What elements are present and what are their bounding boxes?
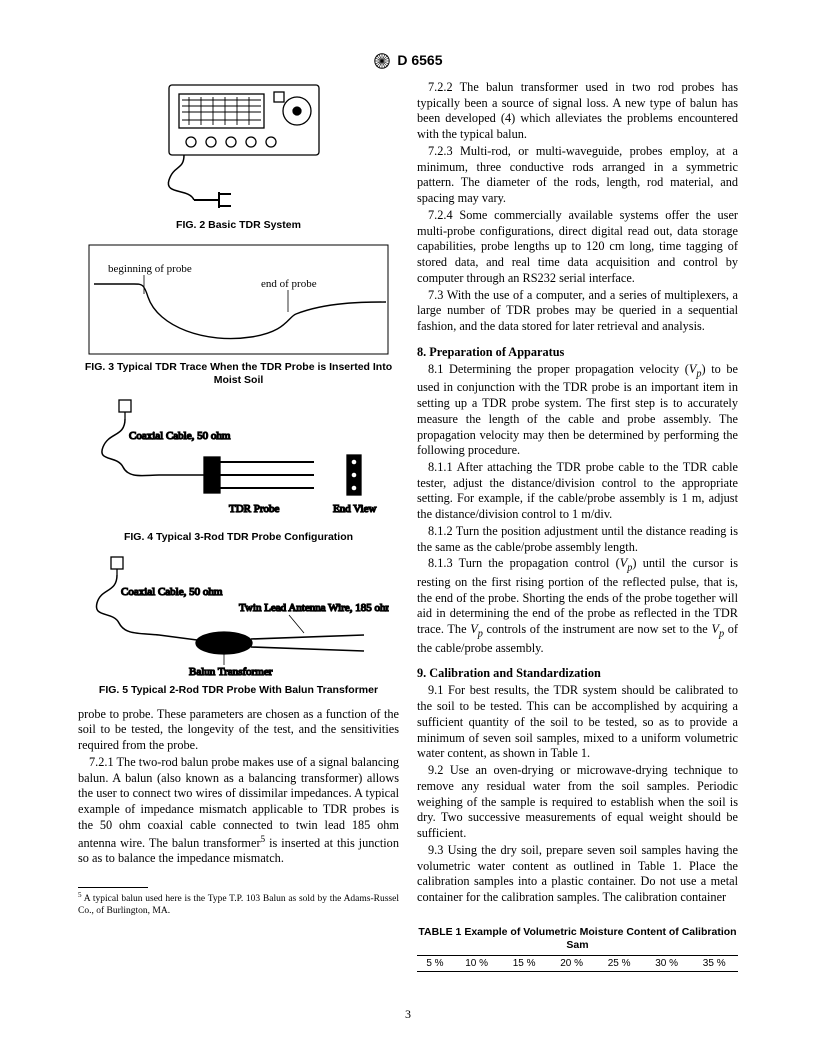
right-column: 7.2.2 The balun transformer used in two … (417, 80, 738, 972)
table1-cell: 15 % (500, 955, 548, 971)
p-721: 7.2.1 The two-rod balun probe makes use … (78, 755, 399, 867)
p-723: 7.2.3 Multi-rod, or multi-waveguide, pro… (417, 144, 738, 207)
fig3-begin-label: beginning of probe (108, 263, 192, 275)
section-9-title: 9. Calibration and Standardization (417, 666, 738, 681)
fig5-balun-label: Balun Transformer (189, 666, 273, 678)
p-92: 9.2 Use an oven-drying or microwave-dryi… (417, 763, 738, 842)
fig4-probe-label: TDR Probe (229, 503, 280, 515)
table1-cell: 5 % (417, 955, 453, 971)
fig4-endview-label: End View (333, 503, 376, 515)
p-81: 8.1 Determining the proper propagation v… (417, 362, 738, 459)
footnote-5: 5 A typical balun used here is the Type … (78, 891, 399, 918)
fig2-caption: FIG. 2 Basic TDR System (78, 219, 399, 232)
table1-cell: 20 % (548, 955, 596, 971)
fig4-svg: Coaxial Cable, 50 ohm TDR Probe End View (89, 397, 389, 527)
section-8-title: 8. Preparation of Apparatus (417, 345, 738, 360)
p-left-1: probe to probe. These parameters are cho… (78, 707, 399, 754)
fig5-cable-label: Coaxial Cable, 50 ohm (121, 586, 223, 598)
fig3-end-label: end of probe (261, 278, 317, 290)
p-813: 8.1.3 Turn the propagation control (Vp) … (417, 556, 738, 656)
fig5-wire-label: Twin Lead Antenna Wire, 185 ohm (239, 602, 389, 614)
fig2-svg (129, 80, 349, 215)
p-73: 7.3 With the use of a computer, and a se… (417, 288, 738, 335)
table1-row: 5 % 10 % 15 % 20 % 25 % 30 % 35 % (417, 955, 738, 971)
fig3-caption: FIG. 3 Typical TDR Trace When the TDR Pr… (78, 361, 399, 387)
fig5-svg: Coaxial Cable, 50 ohm Twin Lead Antenna … (89, 555, 389, 680)
fig4-cable-label: Coaxial Cable, 50 ohm (129, 430, 231, 442)
doc-id: D 6565 (397, 52, 442, 68)
table1-title: TABLE 1 Example of Volumetric Moisture C… (417, 926, 738, 952)
table1-cell: 35 % (690, 955, 738, 971)
table1-cell: 10 % (453, 955, 501, 971)
table1-cell: 30 % (643, 955, 691, 971)
table1-cell: 25 % (595, 955, 643, 971)
fig4-caption: FIG. 4 Typical 3-Rod TDR Probe Configura… (78, 531, 399, 544)
page-header: D 6565 (0, 52, 816, 70)
left-column: FIG. 2 Basic TDR System beginning of pro… (78, 80, 399, 972)
p-812: 8.1.2 Turn the position adjustment until… (417, 524, 738, 555)
p-722: 7.2.2 The balun transformer used in two … (417, 80, 738, 143)
p-724: 7.2.4 Some commercially available system… (417, 208, 738, 287)
footnote-rule (78, 887, 148, 888)
page-number: 3 (0, 1007, 816, 1022)
p-91: 9.1 For best results, the TDR system sho… (417, 683, 738, 762)
p-811: 8.1.1 After attaching the TDR probe cabl… (417, 460, 738, 523)
p-93: 9.3 Using the dry soil, prepare seven so… (417, 843, 738, 906)
fig5-caption: FIG. 5 Typical 2-Rod TDR Probe With Balu… (78, 684, 399, 697)
fig3-svg: beginning of probe end of probe (86, 242, 391, 357)
astm-logo-icon (373, 52, 391, 70)
table1: 5 % 10 % 15 % 20 % 25 % 30 % 35 % (417, 955, 738, 972)
